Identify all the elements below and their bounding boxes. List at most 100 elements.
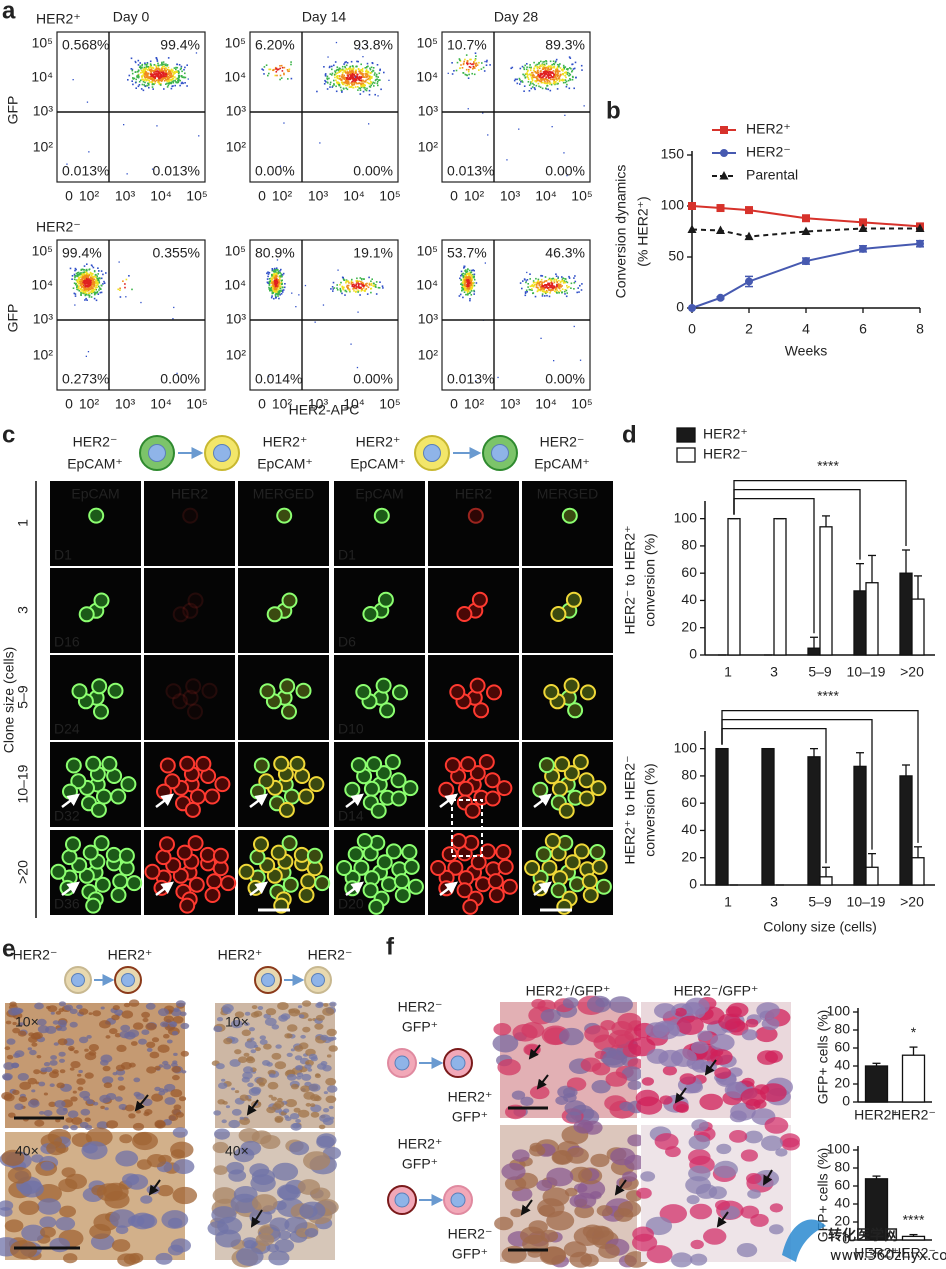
- tissue-texture: [99, 1020, 111, 1029]
- event-dot: [556, 283, 558, 286]
- x-tick-label: 10²: [79, 188, 100, 204]
- event-dot: [103, 282, 106, 284]
- event-dot: [547, 284, 550, 286]
- event-dot: [534, 70, 537, 73]
- tissue-texture: [111, 1014, 120, 1021]
- bar: [807, 647, 821, 656]
- cell: [582, 887, 599, 904]
- event-dot: [531, 77, 534, 80]
- event-dot: [262, 69, 265, 71]
- event-dot: [348, 67, 351, 70]
- event-dot: [366, 78, 369, 81]
- event-dot: [353, 290, 355, 292]
- event-dot: [455, 69, 458, 72]
- arrow: [439, 881, 458, 896]
- y-tick-label: 10³: [226, 311, 247, 327]
- event-dot: [341, 82, 344, 85]
- event-dot: [102, 283, 104, 285]
- event-dot: [160, 79, 162, 81]
- event-dot: [555, 60, 557, 63]
- magnification: 10×: [225, 1014, 249, 1030]
- event-dot: [81, 292, 83, 294]
- y-tick-label: 10⁵: [417, 243, 438, 259]
- event-dot: [526, 75, 529, 78]
- event-dot: [534, 65, 536, 68]
- event-dot: [540, 78, 542, 81]
- bar: [773, 517, 787, 656]
- tissue-texture: [259, 1225, 274, 1236]
- tissue-texture: [244, 1040, 257, 1049]
- event-dot: [344, 294, 346, 296]
- event-dot: [555, 78, 558, 81]
- event-dot: [555, 58, 558, 61]
- event-dot: [132, 77, 134, 79]
- event-dot: [274, 68, 277, 70]
- event-dot: [580, 289, 583, 291]
- event-dot: [83, 281, 86, 284]
- event-dot: [533, 281, 536, 284]
- event-dot: [334, 76, 336, 79]
- tissue-texture: [84, 1048, 89, 1052]
- event-dot: [466, 62, 468, 64]
- event-dot: [186, 64, 188, 66]
- event-dot: [564, 81, 567, 84]
- tissue-texture: [166, 1039, 173, 1044]
- tissue-texture: [494, 1216, 514, 1231]
- event-dot: [375, 286, 377, 288]
- event-dot: [556, 71, 559, 73]
- tissue-texture: [747, 1189, 761, 1199]
- event-dot: [543, 288, 545, 290]
- event-dot: [336, 81, 338, 83]
- event-dot: [486, 59, 488, 62]
- event-dot: [548, 81, 551, 83]
- tissue-texture: [573, 1119, 594, 1134]
- tissue-texture: [225, 1105, 231, 1109]
- cell: [495, 844, 512, 860]
- tissue-texture: [149, 1051, 160, 1059]
- event-dot: [464, 275, 467, 277]
- event-dot: [137, 76, 140, 79]
- scheme-label: HER2⁺: [398, 1136, 443, 1152]
- x-tick-label: 0: [258, 396, 266, 412]
- cell: [82, 844, 99, 861]
- event-dot: [533, 74, 535, 77]
- tissue-texture: [180, 1022, 190, 1030]
- tissue-texture: [120, 1062, 132, 1070]
- event-dot: [95, 276, 97, 279]
- event-dot: [118, 261, 120, 263]
- event-dot: [281, 275, 283, 278]
- cell: [561, 507, 578, 524]
- event-dot: [383, 71, 385, 74]
- event-dot: [160, 76, 163, 78]
- arrow: [536, 1074, 549, 1090]
- tissue-texture: [268, 1250, 290, 1266]
- event-dot: [577, 287, 579, 289]
- event-dot: [144, 78, 147, 80]
- event-dot: [161, 62, 163, 65]
- event-dot: [79, 279, 82, 281]
- event-dot: [164, 71, 167, 74]
- quadrant-percent: 0.00%: [255, 163, 295, 179]
- cell: [368, 898, 385, 915]
- event-dot: [344, 84, 347, 87]
- event-dot: [187, 78, 189, 80]
- event-dot: [97, 293, 100, 295]
- event-dot: [180, 65, 183, 68]
- event-dot: [141, 71, 144, 73]
- cell: [300, 873, 317, 890]
- event-dot: [138, 66, 141, 69]
- event-dot: [569, 74, 572, 76]
- event-dot: [539, 76, 542, 78]
- event-dot: [463, 266, 466, 268]
- event-dot: [355, 280, 358, 282]
- tissue-texture: [58, 1051, 66, 1057]
- event-dot: [533, 87, 536, 89]
- event-dot: [553, 285, 556, 288]
- event-dot: [93, 288, 96, 291]
- event-dot: [343, 74, 345, 77]
- event-dot: [93, 284, 96, 287]
- event-dot: [527, 81, 530, 83]
- event-dot: [564, 281, 566, 284]
- event-dot: [93, 297, 96, 300]
- tissue-texture: [251, 1005, 258, 1010]
